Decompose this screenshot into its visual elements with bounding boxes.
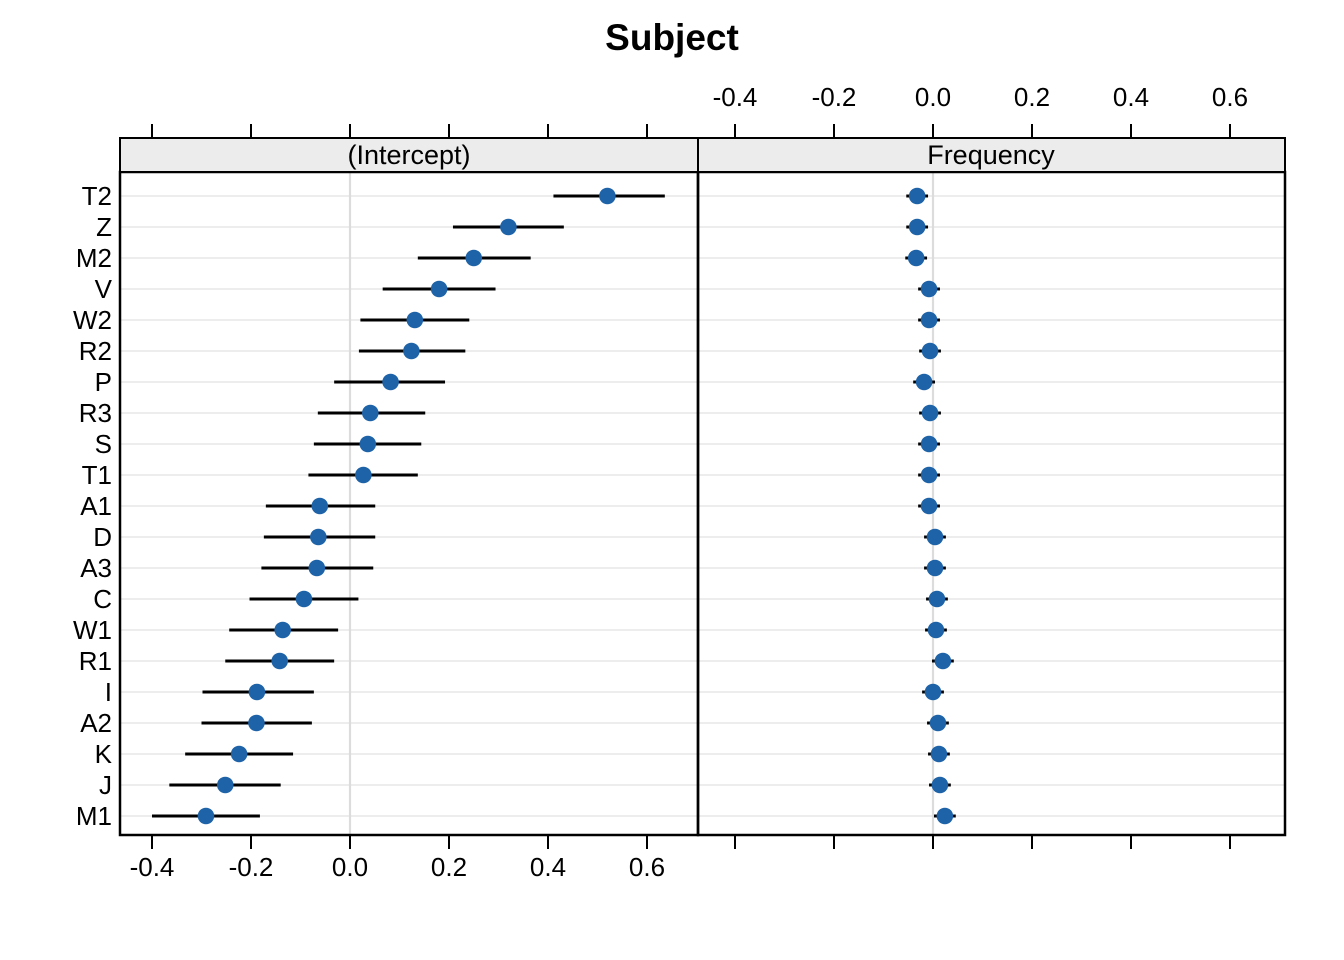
point-estimate (920, 435, 938, 453)
top-tick-label: -0.4 (713, 82, 758, 112)
point-estimate (908, 218, 926, 236)
bottom-tick-label: 0.4 (530, 852, 566, 882)
row-label: A2 (80, 708, 112, 738)
point-estimate (926, 528, 944, 546)
row-label: M1 (76, 801, 112, 831)
row-label: W2 (73, 305, 112, 335)
point-estimate (311, 497, 329, 515)
point-estimate (308, 559, 326, 577)
marks-layer (152, 187, 956, 825)
point-estimate (934, 652, 952, 670)
strip-label-frequency: Frequency (927, 140, 1055, 170)
row-label: R2 (79, 336, 112, 366)
row-label: T1 (82, 460, 112, 490)
chart-title: Subject (605, 17, 739, 58)
point-estimate (936, 807, 954, 825)
point-estimate (920, 311, 938, 329)
strip-label-intercept: (Intercept) (347, 140, 470, 170)
row-label: M2 (76, 243, 112, 273)
row-label: P (95, 367, 112, 397)
point-estimate (271, 652, 289, 670)
point-estimate (924, 683, 942, 701)
point-estimate (929, 714, 947, 732)
bottom-tick-label: 0.2 (431, 852, 467, 882)
bottom-tick-label: 0.0 (332, 852, 368, 882)
point-estimate (907, 249, 925, 267)
point-estimate (430, 280, 448, 298)
row-label: W1 (73, 615, 112, 645)
row-label: T2 (82, 181, 112, 211)
point-estimate (931, 776, 949, 794)
point-estimate (248, 683, 266, 701)
row-label: R3 (79, 398, 112, 428)
top-tick-label: 0.2 (1014, 82, 1050, 112)
point-estimate (928, 590, 946, 608)
point-estimate (920, 466, 938, 484)
point-estimate (599, 187, 616, 205)
top-tick-label: -0.2 (812, 82, 857, 112)
point-estimate (359, 435, 377, 453)
row-label: K (95, 739, 113, 769)
point-estimate (926, 559, 944, 577)
point-estimate (248, 714, 265, 732)
point-estimate (403, 342, 420, 360)
row-label: J (99, 770, 112, 800)
point-estimate (920, 497, 938, 515)
point-estimate (197, 807, 215, 825)
point-estimate (921, 404, 939, 422)
point-estimate (465, 249, 483, 267)
point-estimate (500, 218, 517, 236)
row-label: A1 (80, 491, 112, 521)
row-label: D (93, 522, 112, 552)
top-tick-label: 0.0 (915, 82, 951, 112)
point-estimate (310, 528, 327, 546)
point-estimate (930, 745, 948, 763)
top-tick-label: 0.6 (1212, 82, 1248, 112)
bottom-tick-label: -0.2 (229, 852, 274, 882)
row-label: I (105, 677, 112, 707)
row-label: Z (96, 212, 112, 242)
point-estimate (274, 621, 291, 639)
top-tick-label: 0.4 (1113, 82, 1149, 112)
point-estimate (406, 311, 424, 329)
bottom-tick-label: 0.6 (629, 852, 665, 882)
point-estimate (216, 776, 234, 794)
row-label: R1 (79, 646, 112, 676)
point-estimate (230, 745, 248, 763)
row-label: C (93, 584, 112, 614)
row-label: V (95, 274, 113, 304)
point-estimate (921, 342, 939, 360)
strip-frequency (697, 137, 1286, 173)
point-estimate (927, 621, 945, 639)
point-estimate (355, 466, 372, 484)
row-label: S (95, 429, 112, 459)
axes-layer: -0.4 -0.4 -0.2 -0.2 0.0 0.0 0.2 0.2 0.4 0.4 0.6 0.6… (73, 82, 1248, 882)
point-estimate (920, 280, 938, 298)
point-estimate (295, 590, 313, 608)
row-label: A3 (80, 553, 112, 583)
point-estimate (361, 404, 379, 422)
point-estimate (908, 187, 926, 205)
point-estimate (382, 373, 399, 391)
bottom-tick-label: -0.4 (130, 852, 175, 882)
point-estimate (915, 373, 933, 391)
